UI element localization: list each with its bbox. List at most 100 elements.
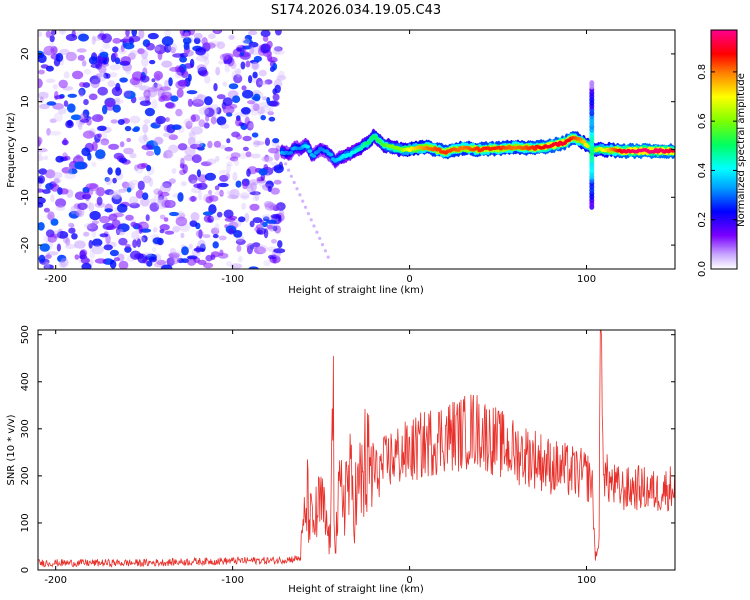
noise-blob (222, 81, 228, 87)
noise-blob (104, 208, 113, 213)
noise-blob (95, 73, 103, 78)
noise-blob (38, 168, 48, 175)
noise-blob (181, 246, 189, 256)
noise-blob (263, 201, 274, 208)
noise-blob (198, 119, 206, 128)
noise-blob (123, 90, 132, 98)
noise-blob (226, 161, 233, 167)
noise-blob (111, 86, 123, 97)
noise-blob (38, 254, 46, 263)
noise-blob (174, 71, 182, 79)
noise-blob (91, 245, 104, 255)
noise-blob (112, 212, 124, 218)
noise-blob (219, 53, 229, 61)
noise-blob (98, 65, 107, 74)
noise-blob (266, 40, 273, 49)
noise-blob (38, 69, 45, 75)
streak-cell (326, 255, 330, 259)
colorbar-gradient (711, 30, 737, 269)
noise-blob (154, 45, 161, 52)
noise-blob (108, 190, 117, 198)
noise-blob (210, 227, 220, 235)
noise-blobs (38, 30, 287, 269)
noise-blob (138, 30, 145, 39)
noise-blob (274, 225, 281, 234)
noise-blob (63, 71, 70, 79)
noise-blob (152, 237, 163, 245)
noise-blob (182, 37, 192, 45)
noise-blob (104, 73, 111, 79)
noise-blob (168, 43, 178, 52)
noise-blob (42, 189, 51, 194)
noise-blob (251, 132, 259, 138)
noise-blob (218, 60, 225, 65)
noise-blob (214, 185, 220, 191)
noise-blob (165, 117, 170, 122)
noise-blob (83, 222, 96, 229)
noise-blob (118, 188, 127, 193)
noise-blob (45, 169, 56, 179)
noise-blob (235, 180, 242, 188)
noise-blob (205, 114, 210, 122)
noise-blob (195, 47, 207, 56)
noise-blob (53, 112, 63, 122)
noise-blob (264, 154, 270, 162)
noise-blob (169, 254, 180, 265)
noise-blob (124, 243, 131, 248)
noise-blob (99, 215, 111, 224)
noise-blob (131, 30, 137, 37)
ridge-cell (307, 149, 313, 153)
noise-blob (168, 144, 179, 154)
noise-blob (154, 44, 167, 55)
noise-blob (279, 210, 285, 215)
noise-blob (164, 30, 171, 38)
noise-blob (216, 41, 226, 49)
noise-blob (169, 66, 180, 72)
noise-blob (188, 132, 197, 142)
noise-blob (198, 107, 210, 115)
noise-blob (216, 94, 226, 100)
noise-blob (116, 228, 124, 235)
noise-blob (278, 70, 285, 79)
noise-blob (177, 192, 184, 202)
noise-blob (74, 240, 86, 249)
noise-blob (45, 78, 56, 84)
noise-blob (125, 64, 132, 75)
noise-blob (57, 107, 67, 115)
noise-blob (148, 256, 157, 263)
spike-cell (589, 80, 595, 87)
noise-blob (149, 202, 160, 212)
noise-blob (242, 45, 252, 50)
noise-blob (228, 228, 235, 235)
streak-cell (284, 162, 288, 166)
noise-blob (240, 61, 246, 70)
noise-blob (215, 107, 222, 115)
signal-ridge (279, 80, 675, 259)
noise-blob (193, 183, 203, 188)
noise-blob (270, 161, 279, 167)
noise-blob (182, 164, 188, 174)
noise-blob (119, 77, 128, 83)
noise-blob (52, 84, 58, 90)
noise-blob (261, 96, 268, 101)
spectrogram-y-label: Frequency (Hz) (6, 112, 17, 188)
noise-blob (53, 178, 62, 184)
noise-blob (119, 141, 125, 148)
noise-blob (265, 180, 274, 189)
noise-blob (258, 168, 268, 176)
noise-blob (129, 202, 141, 209)
noise-blob (162, 132, 174, 138)
noise-blob (234, 68, 242, 75)
noise-blob (109, 249, 119, 257)
noise-blob (111, 189, 121, 200)
noise-blob (249, 191, 261, 196)
noise-blob (196, 169, 201, 178)
noise-blob (51, 171, 63, 179)
noise-blob (267, 111, 275, 116)
noise-blob (179, 52, 189, 58)
noise-blob (222, 105, 235, 115)
noise-blob (241, 85, 247, 91)
noise-blob (268, 116, 276, 122)
noise-blob (159, 214, 166, 220)
noise-blob (64, 173, 76, 180)
